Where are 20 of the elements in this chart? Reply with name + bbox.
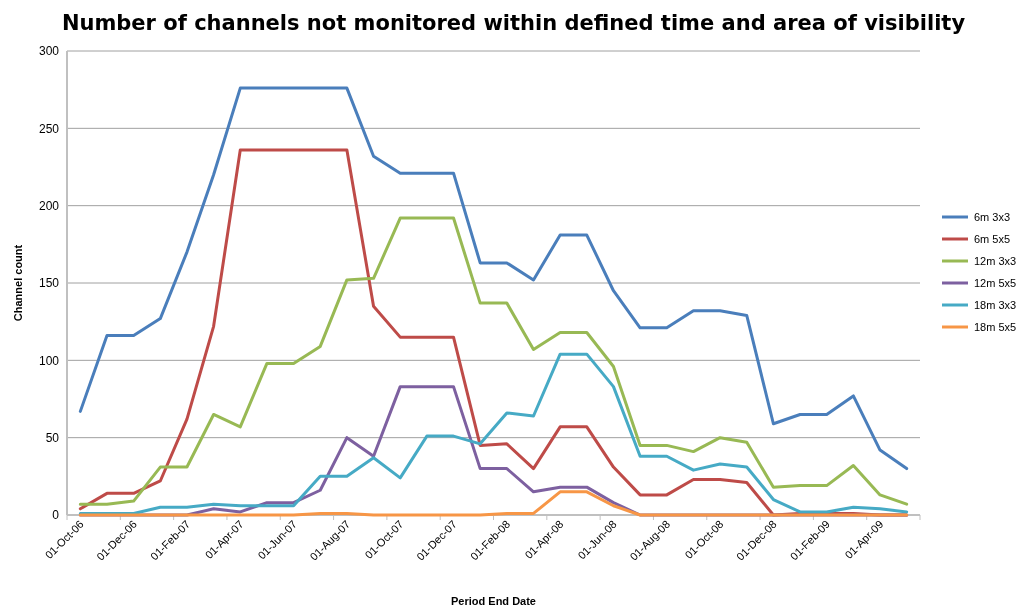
legend-label: 18m 5x5 <box>974 320 1017 333</box>
legend-label: 18m 3x3 <box>974 298 1017 311</box>
line-series <box>78 490 909 517</box>
line-series <box>78 216 909 506</box>
y-tick-label: 300 <box>38 44 60 59</box>
legend-label: 6m 5x5 <box>974 232 1011 245</box>
y-tick-label: 150 <box>38 276 60 291</box>
x-axis-title: Period End Date <box>451 595 536 607</box>
y-tick-label: 50 <box>45 430 60 445</box>
y-tick-label: 200 <box>38 198 60 213</box>
line-series <box>78 86 909 471</box>
legend-label: 12m 3x3 <box>974 254 1017 267</box>
line-series <box>78 352 909 515</box>
legend-label: 6m 3x3 <box>974 210 1011 223</box>
y-tick-label: 0 <box>52 508 60 523</box>
legend-label: 12m 5x5 <box>974 276 1017 289</box>
chart-title: Number of channels not monitored within defined time and area of visibility <box>61 11 966 35</box>
y-tick-label: 100 <box>38 353 60 368</box>
y-tick-label: 250 <box>38 121 60 136</box>
y-axis-title: Channel count <box>12 244 24 322</box>
